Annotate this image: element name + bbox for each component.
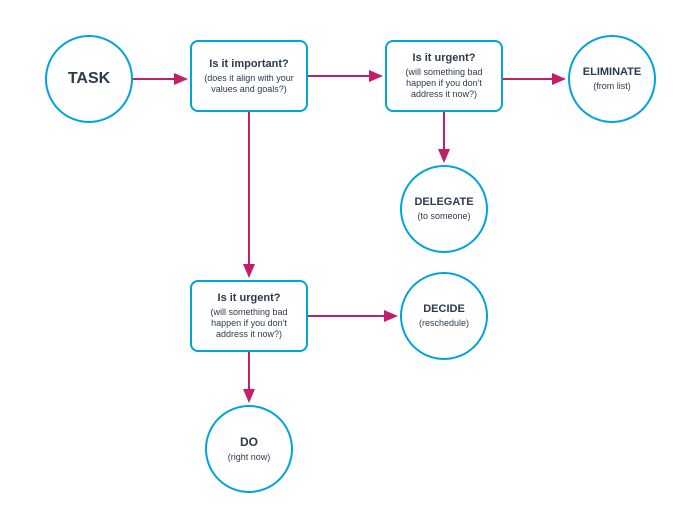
node-do-sub: (right now) [228,452,271,463]
edge-group [133,76,564,401]
node-decide-title: DECIDE [423,303,465,316]
node-delegate-title: DELEGATE [414,196,473,209]
node-urgent-mid-sub: (will something bad happen if you don't … [196,307,302,339]
node-task: TASK [45,35,133,123]
node-important: Is it important? (does it align with you… [190,40,308,112]
node-eliminate-sub: (from list) [593,81,631,92]
flowchart-canvas: TASK Is it important? (does it align wit… [0,0,700,506]
node-do-title: DO [240,435,258,449]
node-urgent-mid-title: Is it urgent? [218,292,281,305]
node-eliminate-title: ELIMINATE [583,66,641,79]
node-decide: DECIDE (reschedule) [400,272,488,360]
node-urgent-top-title: Is it urgent? [413,52,476,65]
node-task-title: TASK [68,69,110,88]
node-urgent-mid: Is it urgent? (will something bad happen… [190,280,308,352]
node-decide-sub: (reschedule) [419,318,469,329]
node-important-sub: (does it align with your values and goal… [196,73,302,95]
node-delegate: DELEGATE (to someone) [400,165,488,253]
node-urgent-top-sub: (will something bad happen if you don't … [391,67,497,99]
node-do: DO (right now) [205,405,293,493]
node-important-title: Is it important? [209,58,288,71]
node-eliminate: ELIMINATE (from list) [568,35,656,123]
node-urgent-top: Is it urgent? (will something bad happen… [385,40,503,112]
node-delegate-sub: (to someone) [417,211,470,222]
